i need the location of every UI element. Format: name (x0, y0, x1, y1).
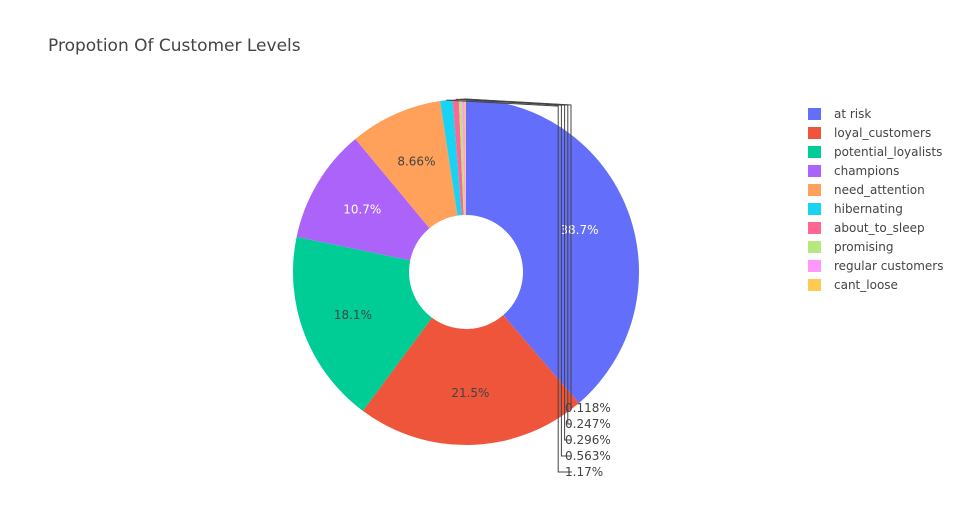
legend-item[interactable]: loyal_customers (808, 126, 931, 140)
slice-hibernating[interactable] (440, 99, 462, 216)
legend: at risk loyal_customers potential_loyalist… (808, 107, 943, 292)
slice-label: 18.1% (334, 308, 372, 322)
legend-item[interactable]: champions (808, 164, 899, 178)
legend-item[interactable]: cant_loose (808, 278, 898, 292)
legend-item[interactable]: hibernating (808, 202, 903, 216)
slice-label: 21.5% (451, 386, 489, 400)
legend-swatch (808, 184, 821, 196)
legend-swatch (808, 222, 821, 234)
slices-group (292, 99, 639, 446)
outside-labels-group: 0.118% 0.247% 0.296% 0.563% 1.17% (446, 98, 611, 479)
legend-swatch (808, 260, 821, 272)
legend-label: cant_loose (834, 278, 898, 292)
slice-loyal-customers[interactable] (362, 315, 579, 446)
slice-promising[interactable] (458, 99, 465, 216)
legend-label: at risk (834, 107, 871, 121)
slice-label: 0.247% (565, 417, 611, 431)
slice-regular-customers[interactable] (462, 99, 466, 216)
slice-cant-loose[interactable] (464, 99, 466, 216)
slice-label: 1.17% (565, 465, 603, 479)
slice-need-attention[interactable] (355, 100, 458, 229)
legend-label: champions (834, 164, 899, 178)
slice-label: 0.563% (565, 449, 611, 463)
legend-swatch (808, 165, 821, 177)
legend-swatch (808, 241, 821, 253)
legend-label: loyal_customers (834, 126, 931, 140)
slice-label: 38.7% (560, 223, 598, 237)
legend-item[interactable]: need_attention (808, 183, 925, 197)
legend-label: about_to_sleep (834, 221, 925, 235)
legend-label: potential_loyalists (834, 145, 942, 159)
slice-about-to-sleep[interactable] (452, 99, 464, 216)
legend-label: regular customers (834, 259, 943, 273)
legend-item[interactable]: at risk (808, 107, 871, 121)
slice-label: 8.66% (397, 155, 435, 169)
slice-label: 0.118% (565, 401, 611, 415)
leader-line (446, 99, 572, 473)
leader-line (455, 98, 572, 457)
slice-at-risk[interactable] (466, 99, 639, 404)
legend-swatch (808, 203, 821, 215)
legend-swatch (808, 146, 821, 158)
legend-label: need_attention (834, 183, 925, 197)
legend-swatch (808, 279, 821, 291)
legend-swatch (808, 108, 821, 120)
inside-labels-group: 38.7% 21.5% 18.1% 10.7% 8.66% (334, 155, 599, 400)
legend-item[interactable]: regular customers (808, 259, 943, 273)
legend-item[interactable]: about_to_sleep (808, 221, 925, 235)
legend-item[interactable]: promising (808, 240, 893, 254)
legend-item[interactable]: potential_loyalists (808, 145, 942, 159)
slice-champions[interactable] (296, 139, 430, 261)
slice-potential-loyalists[interactable] (292, 236, 433, 411)
legend-swatch (808, 127, 821, 139)
chart-title: Propotion Of Customer Levels (48, 36, 301, 56)
legend-label: promising (834, 240, 893, 254)
slice-label: 0.296% (565, 433, 611, 447)
slice-label: 10.7% (343, 203, 381, 217)
legend-label: hibernating (834, 202, 903, 216)
